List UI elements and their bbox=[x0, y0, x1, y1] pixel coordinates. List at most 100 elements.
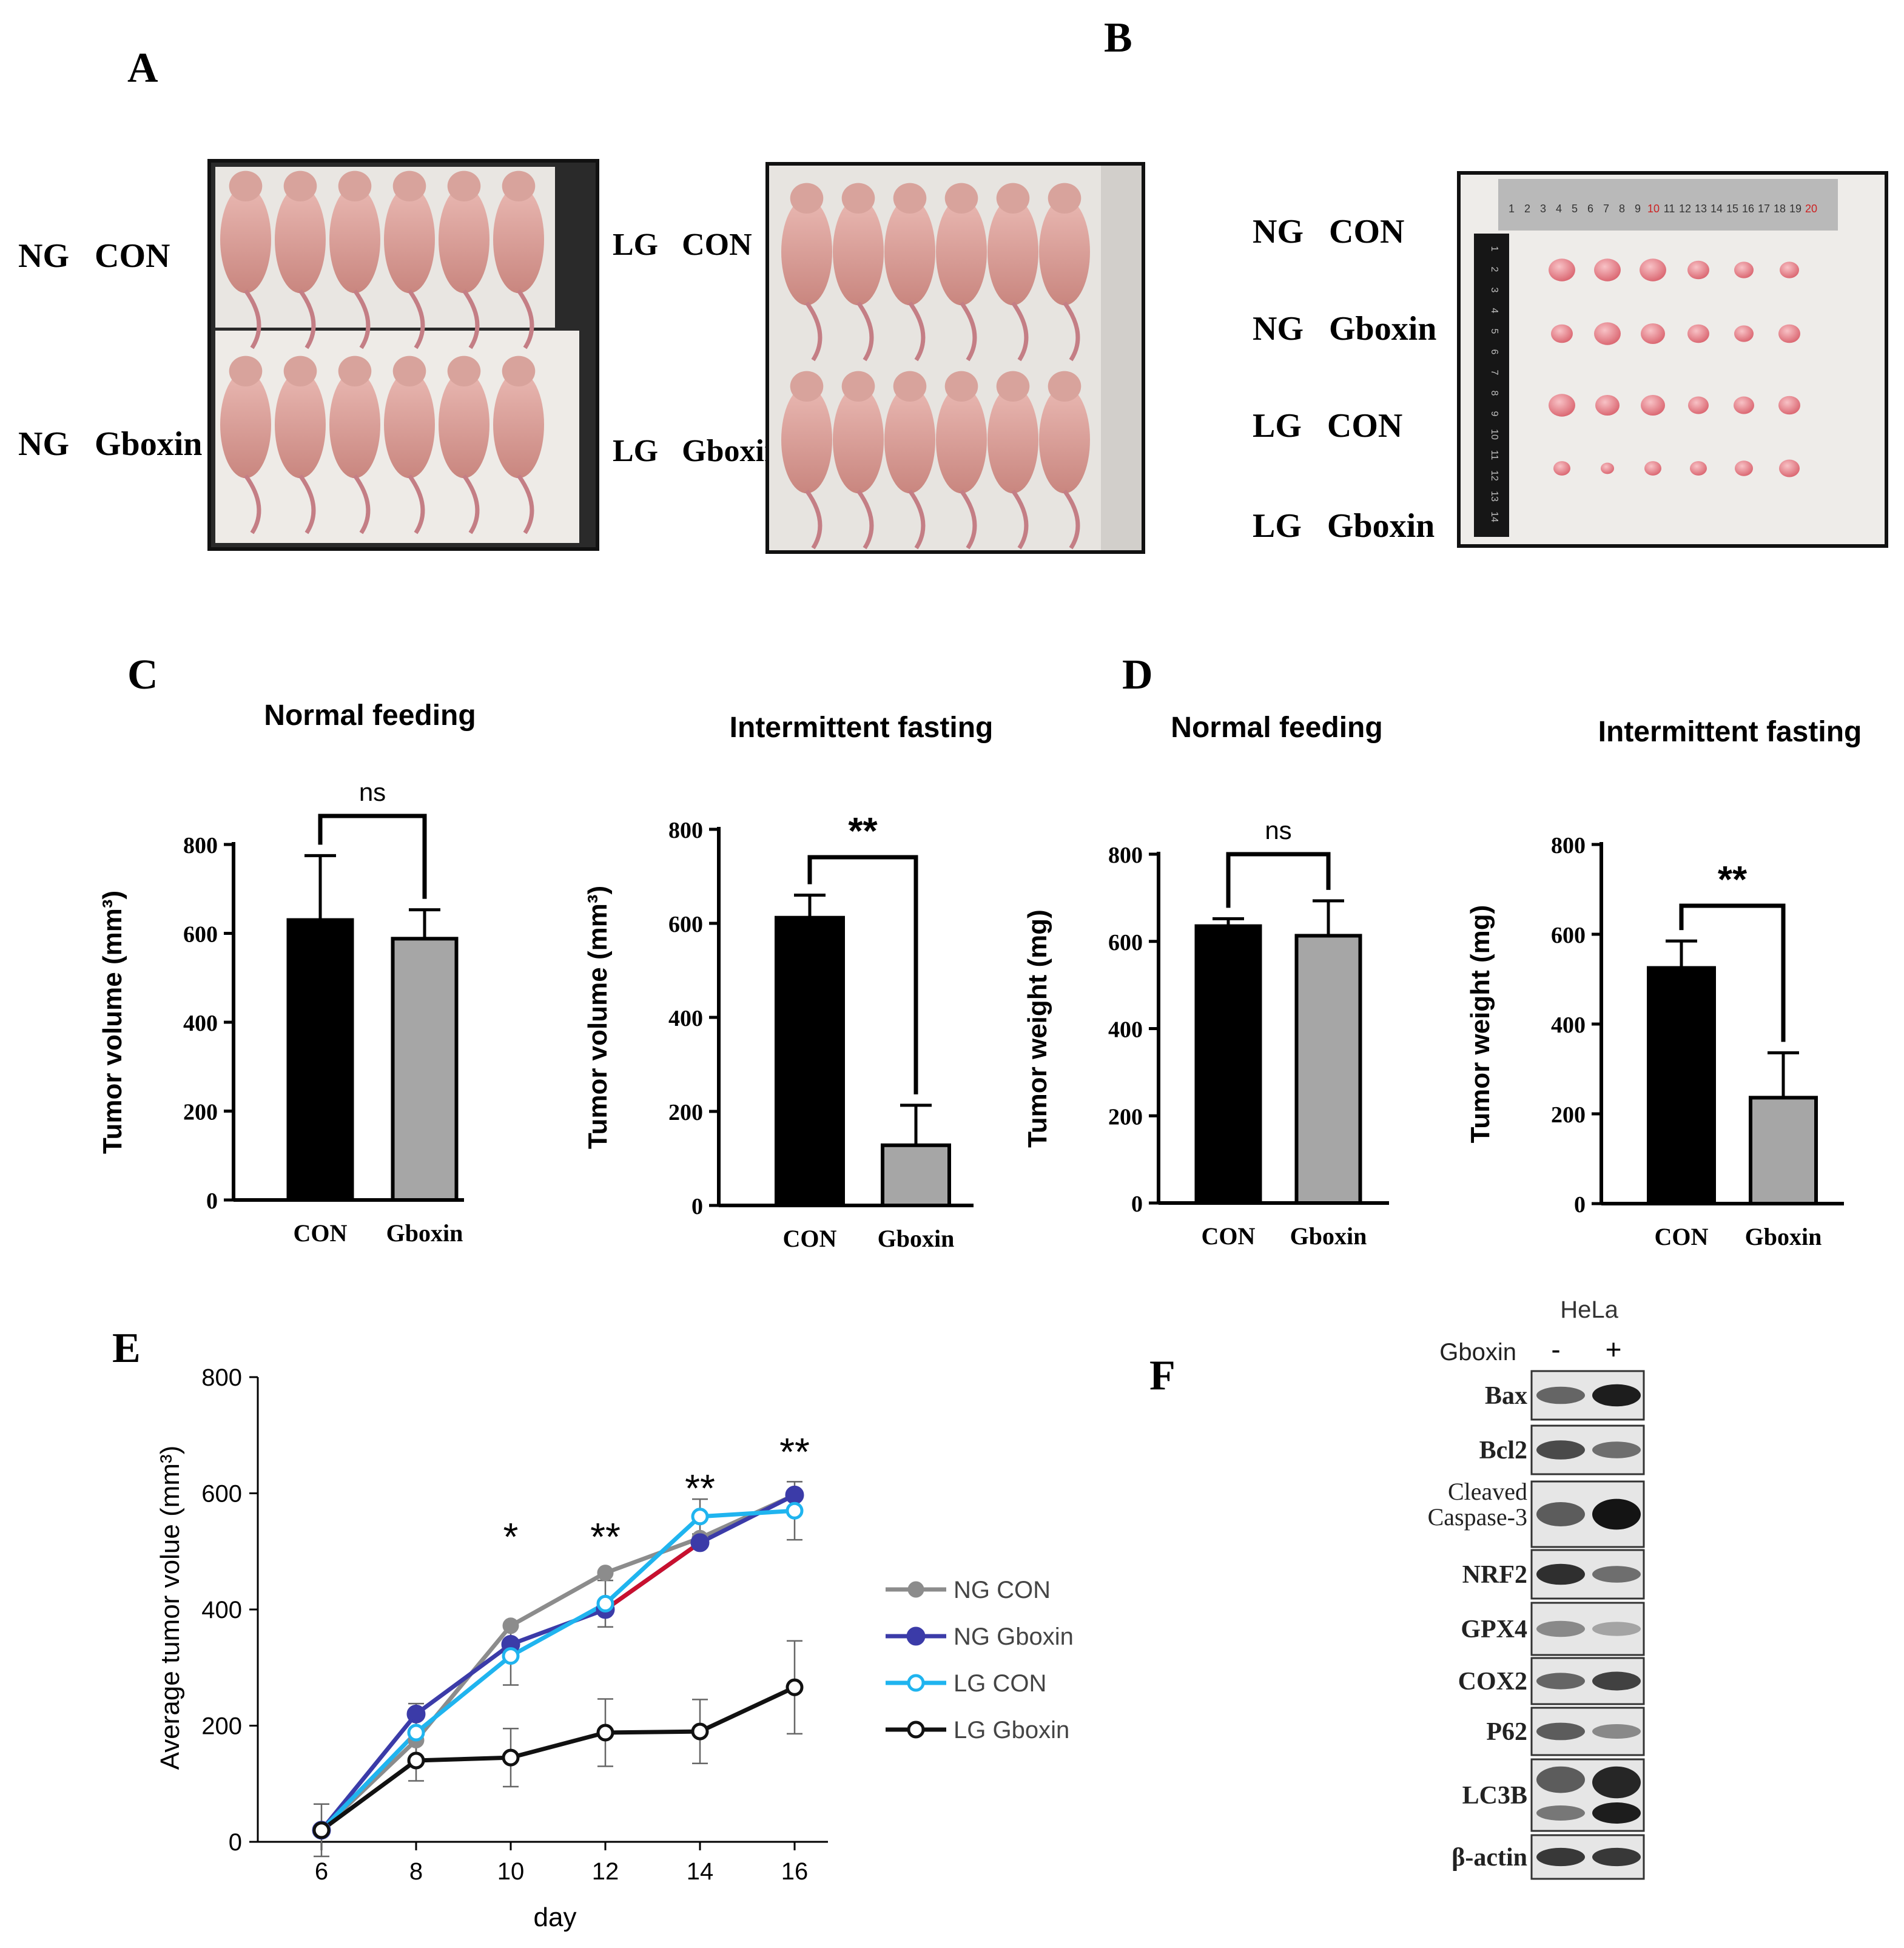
chart-d-normal-feeding: Normal feeding 0 200 400 600 800 Tumor weight … bbox=[1023, 712, 1389, 1250]
vertical-ruler-number: 12 bbox=[1489, 470, 1499, 481]
mouse bbox=[987, 183, 1038, 362]
data-point bbox=[596, 1724, 614, 1742]
blot-band bbox=[1592, 1766, 1641, 1799]
panel-letter-b: B bbox=[1104, 15, 1132, 61]
data-point bbox=[596, 1594, 614, 1613]
vertical-ruler-number: 2 bbox=[1489, 267, 1499, 272]
chart-c-intermittent-fasting: Intermittent fasting 0 200 400 600 800 Tumor v… bbox=[583, 712, 993, 1252]
ruler-number: 15 bbox=[1726, 203, 1738, 215]
ruler-number: 12 bbox=[1679, 203, 1691, 215]
tumor bbox=[1549, 258, 1575, 281]
y-tick-label: 600 bbox=[1108, 930, 1143, 955]
mouse bbox=[275, 170, 326, 349]
protein-label: COX2 bbox=[1458, 1668, 1527, 1696]
mouse-body bbox=[329, 371, 380, 479]
blot-band bbox=[1592, 1671, 1641, 1691]
x-tick-label: 16 bbox=[781, 1858, 809, 1885]
tumor bbox=[1551, 324, 1573, 343]
x-tick-label: 8 bbox=[409, 1858, 423, 1885]
tumor bbox=[1641, 395, 1665, 416]
mouse-body bbox=[833, 386, 884, 494]
y-tick-label: 200 bbox=[668, 1100, 703, 1125]
mouse-body bbox=[936, 386, 987, 494]
y-tick-label: 600 bbox=[668, 912, 703, 937]
mouse-tail bbox=[1011, 301, 1029, 362]
label-ng-con-b: NG CON bbox=[1253, 213, 1404, 251]
bar-gboxin bbox=[391, 937, 459, 1202]
significance-bracket bbox=[807, 855, 918, 1094]
panel-letter-f: F bbox=[1149, 1352, 1176, 1399]
ruler-number: 14 bbox=[1711, 203, 1723, 215]
y-tick-label: 200 bbox=[183, 1100, 218, 1125]
legend-marker bbox=[907, 1674, 925, 1692]
protein-label: Cleaved Caspase-3 bbox=[1428, 1478, 1527, 1531]
mouse-tail bbox=[805, 301, 822, 362]
label-ng-gboxin-b: NG Gboxin bbox=[1253, 310, 1436, 348]
data-point bbox=[690, 1533, 710, 1552]
tumor bbox=[1594, 322, 1621, 345]
x-tick-label: 10 bbox=[497, 1858, 525, 1885]
mouse-head bbox=[502, 170, 536, 201]
mouse bbox=[439, 170, 489, 349]
mouse-tail bbox=[960, 301, 977, 362]
mouse-head bbox=[790, 371, 824, 402]
mouse-body bbox=[936, 198, 987, 306]
chart-title: Normal feeding bbox=[264, 699, 476, 732]
ruler-number: 11 bbox=[1664, 203, 1675, 215]
label-ng-con-a: NG CON bbox=[18, 237, 170, 275]
chart-c-normal-feeding: Normal feeding 0 200 400 600 800 Tumor volume … bbox=[98, 699, 476, 1247]
vertical-ruler-number: 9 bbox=[1489, 411, 1499, 417]
label-lg-gboxin-b: LG Gboxin bbox=[1253, 507, 1435, 545]
y-axis-label: Tumor volume (mm³) bbox=[583, 886, 613, 1149]
mouse bbox=[781, 183, 832, 362]
y-tick-label: 0 bbox=[1131, 1191, 1143, 1217]
mouse-body bbox=[275, 371, 326, 479]
mouse bbox=[987, 371, 1038, 550]
mouse-tail bbox=[244, 289, 261, 349]
mouse-head bbox=[1048, 371, 1082, 402]
mouse-head bbox=[447, 356, 481, 386]
tumor bbox=[1601, 462, 1614, 474]
tumor bbox=[1688, 396, 1709, 414]
tumor bbox=[1734, 261, 1754, 278]
y-tick-label: 0 bbox=[1574, 1192, 1586, 1218]
mouse bbox=[439, 356, 489, 534]
x-tick-label: Gboxin bbox=[878, 1225, 955, 1252]
mouse bbox=[936, 183, 987, 362]
mouse-head bbox=[338, 170, 372, 201]
significance-mark: ** bbox=[590, 1515, 621, 1559]
ruler-number: 9 bbox=[1635, 203, 1641, 215]
blot-band bbox=[1592, 1802, 1641, 1824]
mouse bbox=[884, 183, 935, 362]
y-axis-label: Tumor volume (mm³) bbox=[98, 891, 127, 1154]
legend-label: NG Gboxin bbox=[954, 1623, 1074, 1650]
mouse-tail bbox=[856, 301, 874, 362]
tumor bbox=[1595, 395, 1620, 416]
bar-gboxin bbox=[1749, 1096, 1818, 1205]
mouse-body bbox=[1039, 198, 1090, 306]
panel-letter-e: E bbox=[112, 1325, 141, 1372]
vertical-ruler-number: 3 bbox=[1489, 288, 1499, 293]
y-tick-label: 200 bbox=[201, 1713, 242, 1740]
y-tick-label: 400 bbox=[1108, 1017, 1143, 1043]
mouse-tail bbox=[298, 289, 316, 349]
x-tick-label: CON bbox=[1202, 1222, 1256, 1250]
mouse bbox=[384, 170, 435, 349]
mouse-head bbox=[893, 183, 927, 214]
blot-band bbox=[1536, 1620, 1585, 1637]
ruler-number: 16 bbox=[1742, 203, 1754, 215]
bar-gboxin bbox=[881, 1143, 951, 1208]
protein-label: Bcl2 bbox=[1479, 1437, 1527, 1464]
mouse-body bbox=[220, 371, 271, 479]
vertical-ruler-number: 11 bbox=[1489, 450, 1499, 460]
blot-band bbox=[1536, 1673, 1585, 1690]
data-point bbox=[502, 1617, 519, 1634]
mouse-tail bbox=[517, 474, 534, 534]
significance-label: ** bbox=[1718, 859, 1748, 901]
mouse-body bbox=[987, 198, 1038, 306]
lane-minus: - bbox=[1551, 1333, 1560, 1365]
tumor bbox=[1640, 258, 1666, 281]
mouse-tail bbox=[298, 474, 316, 534]
ruler-number: 5 bbox=[1572, 203, 1578, 215]
tumors-photo: 1 2 3 4 5 6 7 8 9 10 11 12 13 14 15 16 17 18 19 20123456789… bbox=[1457, 171, 1888, 548]
